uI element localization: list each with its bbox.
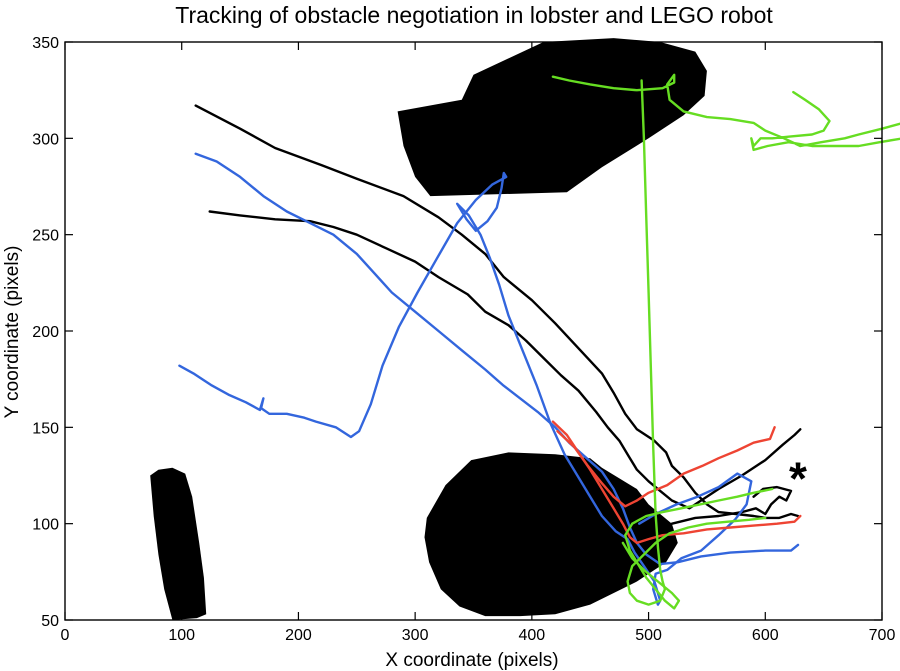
track-series-10 <box>621 487 774 610</box>
y-axis-label: Y coordinate (pixels) <box>2 246 23 419</box>
star-annotation: * <box>789 452 807 504</box>
track-series-4 <box>194 152 800 566</box>
annotations: * <box>789 452 807 504</box>
x-tick-label-200: 200 <box>285 627 312 644</box>
y-tick-label-150: 150 <box>32 420 59 437</box>
y-tick-label-250: 250 <box>32 228 59 245</box>
x-tick-label-400: 400 <box>519 627 546 644</box>
track-series-8 <box>551 73 900 152</box>
y-tick-label-50: 50 <box>41 613 59 630</box>
x-tick-label-600: 600 <box>752 627 779 644</box>
y-tick-label-100: 100 <box>32 517 59 534</box>
x-tick-label-500: 500 <box>635 627 662 644</box>
x-tick-label-100: 100 <box>168 627 195 644</box>
x-axis-label: X coordinate (pixels) <box>385 650 558 671</box>
track-series-3 <box>600 485 793 583</box>
track-series-9 <box>626 79 767 606</box>
axes: 0 100 200 300 400 500 600 700 50 100 150 200 250 300 3… <box>32 35 895 644</box>
y-tick-label-350: 350 <box>32 35 59 52</box>
tracks <box>178 73 900 610</box>
x-tick-label-0: 0 <box>61 627 70 644</box>
chart-title: Tracking of obstacle negotiation in lobs… <box>175 2 773 28</box>
obstacle-top-blob <box>397 38 707 197</box>
x-tick-label-300: 300 <box>402 627 429 644</box>
y-tick-label-200: 200 <box>32 324 59 341</box>
plot-frame <box>64 41 883 621</box>
track-series-2 <box>208 210 802 510</box>
track-series-7 <box>556 426 776 508</box>
obstacle-left-bar <box>150 467 207 620</box>
obstacle-bottom-blob <box>424 452 678 617</box>
x-tick-label-700: 700 <box>869 627 896 644</box>
track-series-5 <box>178 171 753 606</box>
y-tick-label-300: 300 <box>32 131 59 148</box>
